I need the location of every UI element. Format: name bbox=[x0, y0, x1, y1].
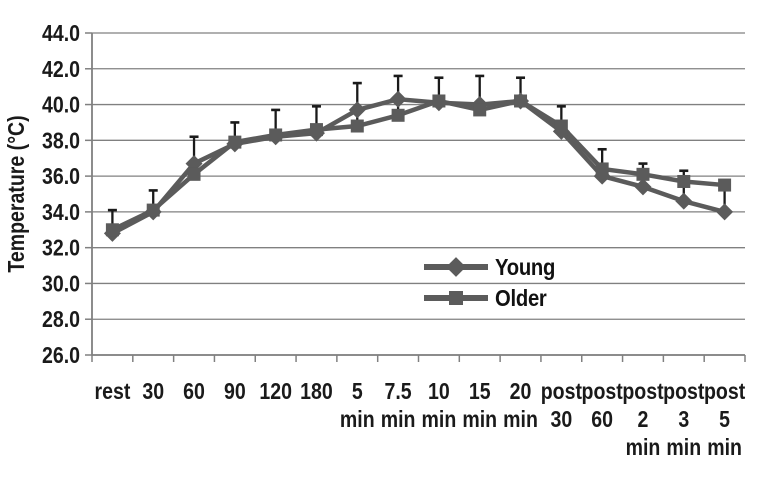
y-tick-label: 42.0 bbox=[42, 56, 80, 82]
axes bbox=[91, 33, 745, 356]
x-category-label: 15 bbox=[469, 379, 491, 405]
older-data-point-square[interactable] bbox=[432, 94, 446, 108]
young-line bbox=[110, 96, 727, 236]
gridlines bbox=[92, 32, 745, 356]
x-category-label: min bbox=[340, 407, 375, 433]
young-data-point-diamond[interactable] bbox=[675, 192, 693, 210]
young-data-point-diamond[interactable] bbox=[634, 178, 652, 196]
series-young bbox=[103, 90, 734, 242]
x-axis-labels: rest 30 60 90 120 180 5min7.5min10min15min20mi… bbox=[94, 379, 745, 461]
older-line bbox=[110, 98, 727, 233]
older-square-marker-icon bbox=[424, 289, 488, 307]
x-category-label: 10 bbox=[428, 379, 450, 405]
x-category-label: min bbox=[503, 407, 538, 433]
x-category-label: 30 bbox=[142, 379, 164, 405]
older-data-point-square[interactable] bbox=[350, 119, 364, 133]
legend-label-older: Older bbox=[495, 284, 547, 311]
x-category-label: 60 bbox=[183, 379, 205, 405]
y-tick-label: 38.0 bbox=[42, 128, 80, 154]
y-tick-label: 40.0 bbox=[42, 92, 80, 118]
y-tick-label: 30.0 bbox=[42, 271, 80, 297]
x-category-label: min bbox=[422, 407, 457, 433]
x-category-label: 5 bbox=[719, 407, 730, 433]
x-category-label: 3 bbox=[678, 407, 689, 433]
older-data-point-square[interactable] bbox=[391, 108, 405, 122]
older-data-point-square[interactable] bbox=[554, 119, 568, 133]
x-category-label: post bbox=[622, 379, 663, 405]
legend-label-young: Young bbox=[495, 253, 556, 280]
x-category-label: 30 bbox=[550, 407, 572, 433]
y-axis-title: Temperature (°C) bbox=[4, 115, 30, 272]
young-data-point-diamond[interactable] bbox=[348, 101, 366, 119]
x-category-label: rest bbox=[94, 379, 130, 405]
x-category-label: min bbox=[626, 435, 661, 461]
y-axis-labels: 44.0 42.0 40.0 38.0 36.0 34.0 32.0 30.0 28.0 26.0 bbox=[42, 21, 80, 369]
y-axis-ticks bbox=[85, 32, 92, 356]
x-category-label: post bbox=[541, 379, 582, 405]
x-category-label: min bbox=[381, 407, 416, 433]
x-category-label: 7.5 bbox=[385, 379, 412, 405]
x-category-label: post bbox=[663, 379, 704, 405]
x-category-label: post bbox=[582, 379, 623, 405]
x-category-label: 20 bbox=[510, 379, 532, 405]
x-category-label: 180 bbox=[300, 379, 333, 405]
legend-item-older[interactable]: Older bbox=[424, 285, 554, 311]
young-data-point-diamond[interactable] bbox=[716, 203, 734, 221]
y-axis-title: Temperature (°C) bbox=[4, 115, 30, 272]
y-tick-label: 28.0 bbox=[42, 307, 80, 333]
older-data-point-square[interactable] bbox=[718, 178, 732, 192]
older-data-point-square[interactable] bbox=[105, 223, 119, 237]
older-data-point-square[interactable] bbox=[514, 94, 528, 108]
x-category-label: post bbox=[704, 379, 745, 405]
x-category-label: 90 bbox=[224, 379, 246, 405]
older-data-point-square[interactable] bbox=[309, 123, 323, 137]
x-category-label: 2 bbox=[638, 407, 649, 433]
y-tick-label: 36.0 bbox=[42, 164, 80, 190]
x-category-label: 120 bbox=[259, 379, 292, 405]
older-data-point-square[interactable] bbox=[187, 167, 201, 181]
young-diamond-marker-icon bbox=[424, 257, 488, 277]
x-category-label: 5 bbox=[352, 379, 363, 405]
x-axis-ticks bbox=[91, 355, 746, 362]
older-data-point-square[interactable] bbox=[269, 128, 283, 142]
older-data-point-square[interactable] bbox=[677, 174, 691, 188]
older-data-point-square[interactable] bbox=[636, 167, 650, 181]
young-data-point-diamond[interactable] bbox=[389, 90, 407, 108]
older-data-point-square[interactable] bbox=[473, 103, 487, 117]
older-data-point-square[interactable] bbox=[228, 135, 242, 149]
x-category-label: min bbox=[707, 435, 742, 461]
older-data-point-square[interactable] bbox=[146, 203, 160, 217]
x-category-label: min bbox=[666, 435, 701, 461]
y-tick-label: 34.0 bbox=[42, 199, 80, 225]
older-data-point-square[interactable] bbox=[595, 162, 609, 176]
y-tick-label: 44.0 bbox=[42, 21, 80, 47]
x-category-label: 60 bbox=[591, 407, 613, 433]
series-older bbox=[105, 94, 732, 237]
legend-item-young[interactable]: Young bbox=[424, 254, 563, 280]
y-tick-label: 32.0 bbox=[42, 235, 80, 261]
y-tick-label: 26.0 bbox=[42, 343, 80, 369]
x-category-label: min bbox=[462, 407, 497, 433]
